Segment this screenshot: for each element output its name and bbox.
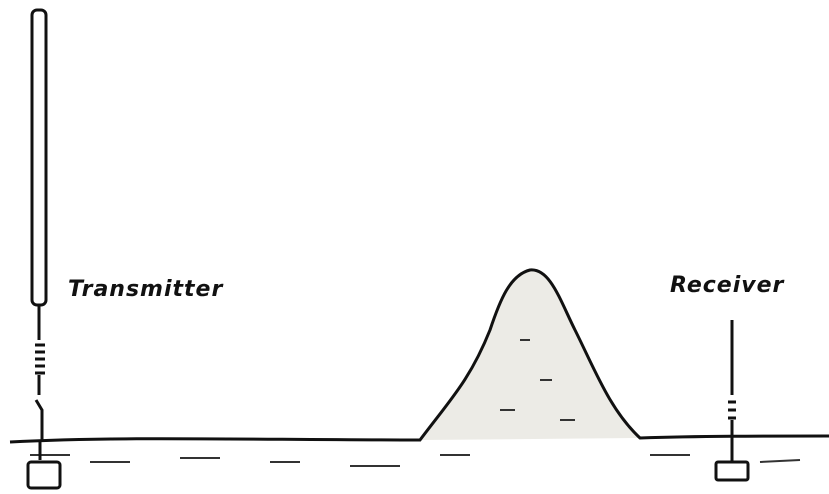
receiver	[714, 320, 750, 482]
transmitter-coil	[34, 305, 45, 460]
ground-hatching	[30, 339, 801, 467]
receiver-antenna	[728, 320, 736, 462]
transmitter	[26, 8, 62, 490]
ground-line	[9, 268, 829, 444]
mountain-shading	[420, 269, 640, 440]
receiver-label: Receiver	[670, 273, 785, 298]
transmitter-box	[26, 460, 62, 490]
transmitter-label: Transmitter	[68, 277, 223, 302]
receiver-box	[714, 460, 750, 482]
terrain	[9, 268, 829, 444]
